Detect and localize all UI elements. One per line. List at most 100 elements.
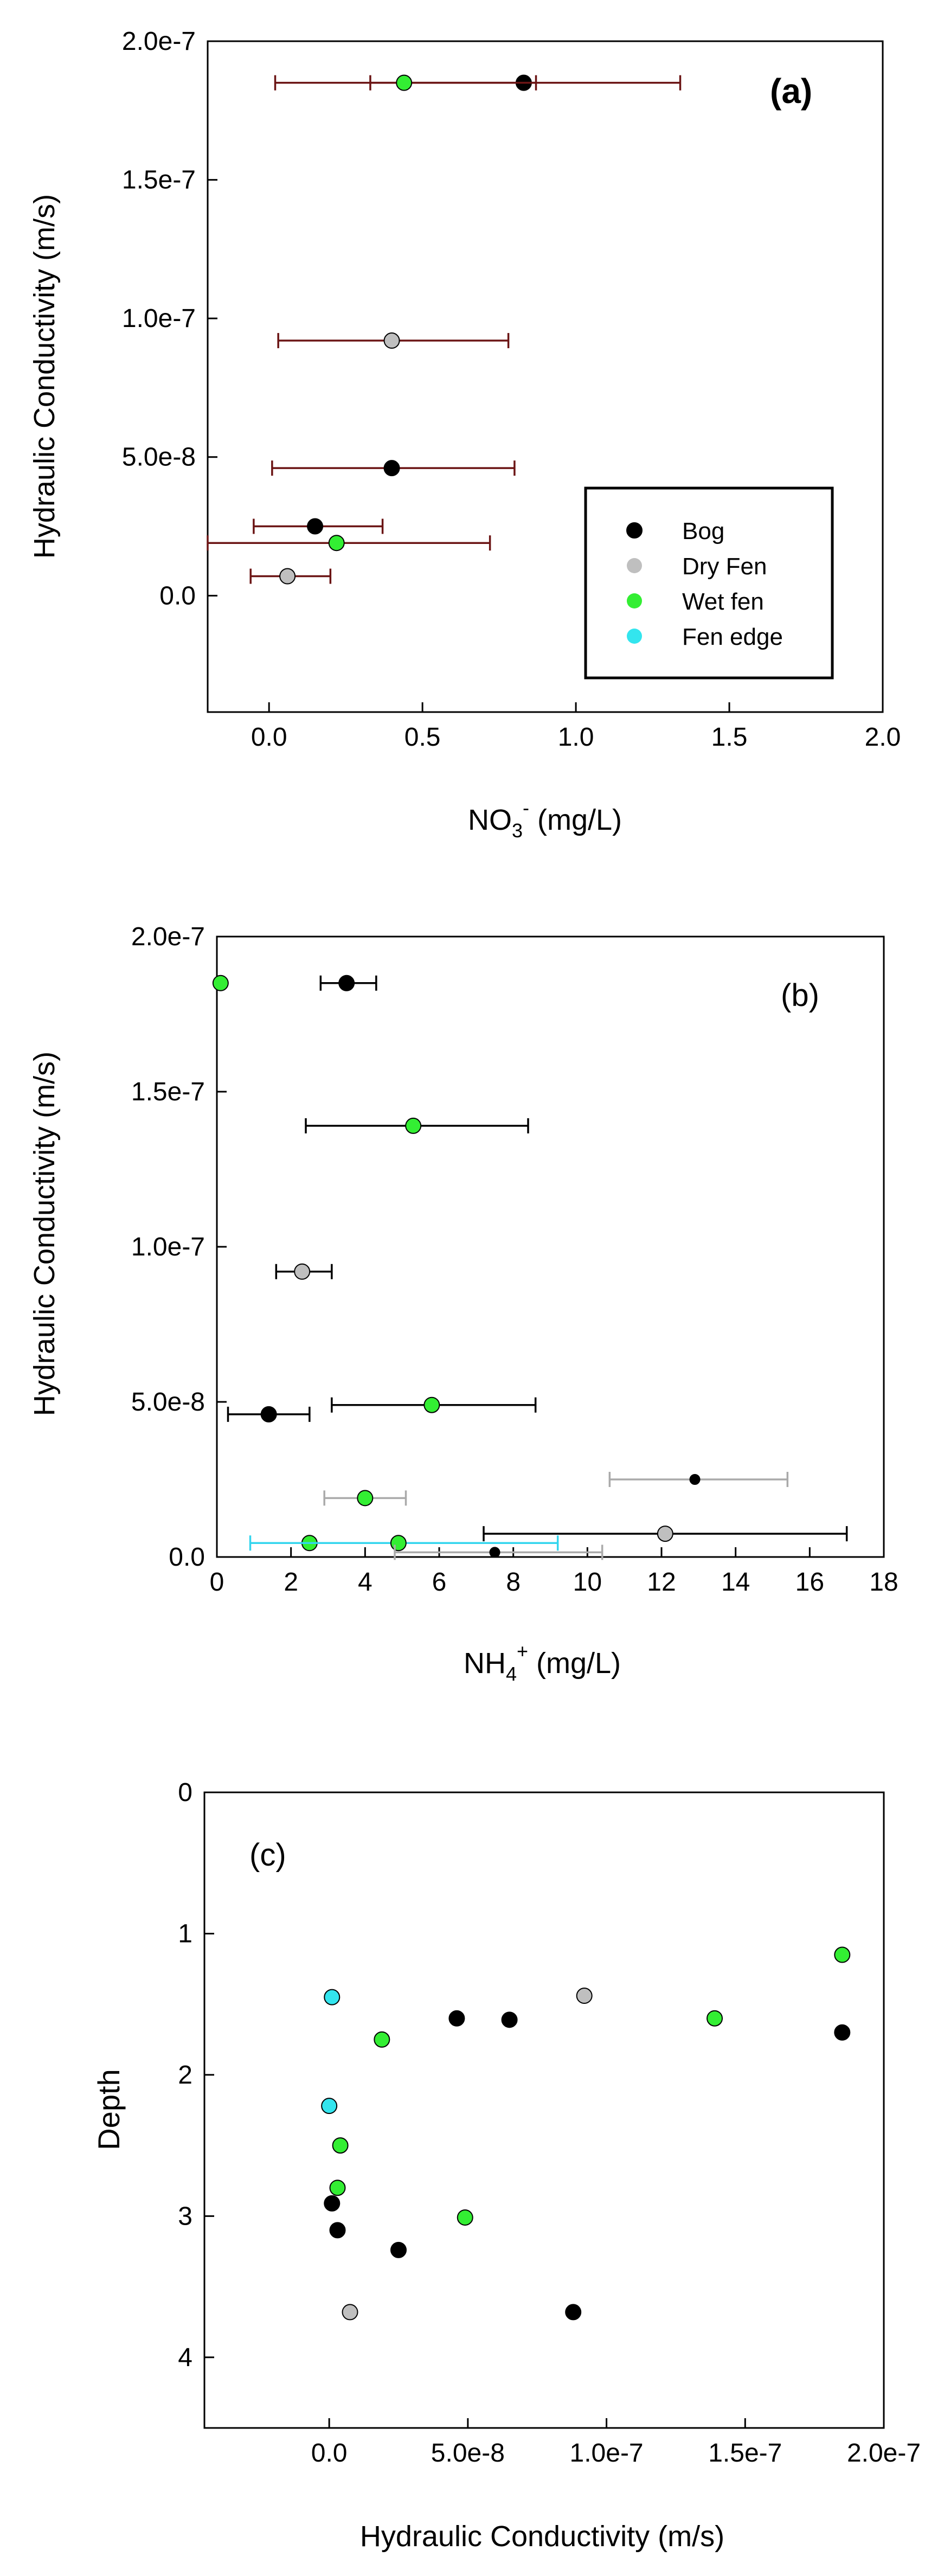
data-point-bog — [307, 518, 324, 535]
data-point-dry-fen — [657, 1526, 673, 1542]
panel-c-data-points — [321, 1946, 851, 2321]
legend-marker-dry-fen — [627, 558, 642, 573]
data-point-wet-fen — [212, 975, 229, 991]
panel-a-x-ticks: 0.0 0.5 1.0 1.5 2.0 — [251, 702, 901, 752]
panel-b-x-axis-label: NH4+ (mg/L) — [464, 1640, 621, 1685]
data-point-wet-fen — [357, 1490, 374, 1507]
panel-a-y-tick-label: 1.0e-7 — [122, 304, 196, 333]
panel-c-label: (c) — [249, 1837, 286, 1873]
data-point-dry-fen — [294, 1263, 311, 1280]
panel-b-x-tick-label: 12 — [647, 1568, 676, 1597]
panel-a-y-tick-label: 2.0e-7 — [122, 27, 196, 56]
panel-c-x-tick-label: 1.0e-7 — [570, 2439, 644, 2468]
panel-c-y-axis-label: Depth — [92, 2069, 126, 2150]
data-point-bog — [383, 460, 400, 477]
panel-c-x-tick-label: 5.0e-8 — [431, 2439, 505, 2468]
data-point-fen-edge — [324, 1989, 341, 2005]
panel-b-y-ticks: 0.0 5.0e-8 1.0e-7 1.5e-7 2.0e-7 — [131, 922, 227, 1572]
panel-b-x-tick-label: 6 — [432, 1568, 447, 1597]
data-point-dry-fen — [576, 1988, 593, 2004]
panel-b-y-tick-label: 2.0e-7 — [131, 922, 205, 951]
panel-a-y-ticks: 0.0 5.0e-8 1.0e-7 1.5e-7 2.0e-7 — [122, 27, 217, 610]
panel-c-x-axis-label: Hydraulic Conductivity (m/s) — [360, 2520, 724, 2553]
panel-b-label: (b) — [781, 978, 819, 1013]
panel-c-x-ticks: 0.0 5.0e-8 1.0e-7 1.5e-7 2.0e-7 — [311, 2418, 921, 2468]
panel-b-x-tick-label: 8 — [506, 1568, 521, 1597]
data-point-wet-fen — [707, 2010, 723, 2027]
data-point-wet-fen — [396, 74, 413, 91]
panel-a-x-tick-label: 1.5 — [711, 723, 748, 752]
data-point-wet-fen — [390, 1535, 407, 1552]
panel-a-y-tick-label: 5.0e-8 — [122, 443, 196, 472]
panel-c-y-tick-label: 4 — [178, 2343, 192, 2372]
panel-a-x-axis-label: NO3- (mg/L) — [468, 797, 622, 842]
legend-item-dry-fen: Dry Fen — [627, 553, 767, 580]
legend-label-wet-fen: Wet fen — [682, 588, 764, 615]
legend-item-bog: Bog — [626, 518, 724, 544]
panel-c-x-tick-label: 2.0e-7 — [847, 2439, 921, 2468]
panel-c-y-ticks: 0 1 2 3 4 — [178, 1778, 214, 2372]
panel-a-y-axis-label: Hydraulic Conductivity (m/s) — [28, 194, 61, 559]
data-point-bog — [324, 2195, 341, 2212]
data-point-wet-fen — [457, 2209, 473, 2226]
panel-b-x-tick-label: 10 — [573, 1568, 602, 1597]
panel-a-chart: (a) Hydraulic Conductivity (m/s) NO3- (m… — [28, 27, 901, 842]
data-point-bog — [390, 2241, 407, 2258]
panel-c-y-tick-label: 0 — [178, 1778, 192, 1807]
data-point-bog — [338, 975, 355, 991]
data-point-wet-fen — [374, 2031, 390, 2048]
panel-c-y-tick-label: 3 — [178, 2202, 192, 2231]
panel-b-x-tick-label: 18 — [869, 1568, 898, 1597]
panel-b-x-tick-label: 14 — [721, 1568, 750, 1597]
panel-b-x-tick-label: 0 — [210, 1568, 224, 1597]
data-point-bog — [834, 2024, 851, 2041]
panel-a-x-tick-label: 2.0 — [865, 723, 901, 752]
data-point-bog — [329, 2222, 346, 2239]
legend-item-wet-fen: Wet fen — [627, 588, 764, 615]
data-point-bog — [448, 2010, 465, 2027]
panel-b-y-axis-label: Hydraulic Conductivity (m/s) — [28, 1052, 61, 1416]
data-point-dry-fen — [342, 2304, 358, 2321]
panel-b-y-tick-label: 0.0 — [169, 1543, 205, 1572]
data-point-bog — [260, 1406, 277, 1422]
panel-a-data-points — [207, 74, 682, 585]
panel-b-chart: (b) Hydraulic Conductivity (m/s) NH4+ (m… — [28, 922, 898, 1685]
panel-c-chart: (c) Depth Hydraulic Conductivity (m/s) 0… — [92, 1778, 921, 2553]
panel-b-y-tick-label: 1.0e-7 — [131, 1233, 205, 1261]
legend-marker-fen-edge — [627, 629, 642, 644]
data-point-bog — [689, 1474, 701, 1485]
legend-item-fen-edge: Fen edge — [627, 624, 783, 650]
data-point-bog — [501, 2011, 518, 2028]
legend-marker-bog — [626, 522, 643, 539]
panel-a-legend: Bog Dry Fen Wet fen Fen edge — [584, 486, 834, 680]
panel-c-x-tick-label: 1.5e-7 — [708, 2439, 782, 2468]
panel-b-y-tick-label: 1.5e-7 — [131, 1078, 205, 1106]
panel-a-x-tick-label: 1.0 — [558, 723, 594, 752]
data-point-wet-fen — [405, 1117, 422, 1134]
panel-a-y-tick-label: 1.5e-7 — [122, 166, 196, 195]
panel-a-label: (a) — [770, 72, 812, 111]
data-point-wet-fen — [332, 2137, 349, 2154]
panel-a-plot-frame — [207, 40, 884, 713]
data-point-dry-fen — [383, 332, 400, 349]
data-point-dry-fen — [279, 568, 296, 585]
data-point-bog — [565, 2304, 582, 2321]
legend-marker-wet-fen — [627, 593, 642, 608]
data-point-wet-fen — [423, 1396, 440, 1413]
data-point-bog — [489, 1547, 500, 1558]
legend-label-bog: Bog — [682, 518, 724, 544]
panel-b-data-points — [212, 975, 848, 1560]
data-point-wet-fen — [834, 1946, 851, 1963]
panel-c-y-tick-label: 1 — [178, 1919, 192, 1948]
legend-label-dry-fen: Dry Fen — [682, 553, 767, 580]
panel-b-plot-frame — [216, 935, 885, 1558]
panel-b-y-tick-label: 5.0e-8 — [131, 1388, 205, 1417]
data-point-fen-edge — [321, 2098, 338, 2114]
panel-b-x-tick-label: 4 — [358, 1568, 373, 1597]
panel-a-legend-box — [584, 486, 834, 680]
data-point-wet-fen — [328, 535, 345, 552]
panel-b-x-tick-label: 2 — [284, 1568, 298, 1597]
panel-c-plot-frame — [203, 1791, 885, 2429]
panel-b-x-ticks: 0 2 4 6 8 10 12 14 16 18 — [210, 1547, 898, 1597]
panel-b-x-tick-label: 16 — [795, 1568, 824, 1597]
